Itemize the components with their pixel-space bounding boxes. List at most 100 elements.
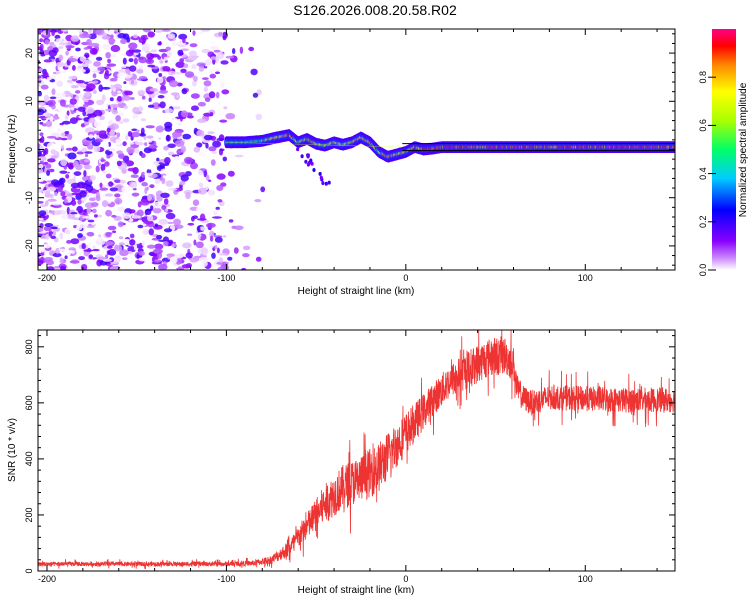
noise-blob: [83, 170, 87, 177]
noise-blob: [110, 123, 119, 130]
noise-blob: [209, 230, 215, 238]
noise-blob: [128, 42, 138, 50]
streak-blob: [321, 181, 325, 186]
noise-blob: [45, 163, 52, 169]
noise-blob: [208, 91, 216, 99]
noise-blob: [163, 228, 173, 233]
noise-blob: [112, 230, 117, 234]
noise-blob: [58, 46, 64, 49]
noise-blob: [162, 240, 169, 247]
noise-blob: [47, 186, 57, 192]
noise-blob: [171, 117, 177, 121]
noise-blob: [66, 79, 73, 84]
noise-blob: [69, 260, 80, 264]
noise-blob: [169, 80, 179, 88]
noise-blob: [85, 69, 89, 74]
noise-blob: [116, 145, 124, 150]
noise-blob: [66, 110, 70, 116]
noise-blob: [83, 164, 92, 170]
noise-blob: [129, 209, 136, 214]
noise-blob: [163, 56, 168, 61]
colorbar-tick-label: 0.4: [698, 167, 708, 180]
noise-blob: [131, 192, 140, 197]
noise-blob: [179, 58, 185, 63]
noise-blob: [120, 38, 127, 45]
noise-blob: [88, 29, 92, 35]
noise-blob: [174, 254, 184, 259]
noise-blob: [57, 185, 63, 192]
noise-blob: [93, 183, 101, 191]
noise-blob: [210, 159, 216, 166]
noise-blob: [109, 187, 119, 192]
noise-blob: [105, 232, 112, 238]
noise-blob: [60, 137, 68, 141]
noise-blob: [38, 231, 47, 234]
noise-blob: [131, 49, 142, 53]
noise-blob: [130, 181, 138, 189]
noise-blob: [125, 134, 129, 141]
noise-blob: [43, 226, 52, 232]
noise-blob: [92, 245, 96, 249]
noise-blob: [105, 209, 112, 217]
noise-blob: [198, 226, 209, 231]
noise-blob: [52, 203, 60, 206]
noise-blob: [163, 145, 169, 151]
noise-blob: [100, 163, 106, 172]
noise-blob: [211, 209, 221, 212]
noise-blob: [50, 235, 57, 239]
noise-blob: [201, 77, 209, 80]
noise-blob: [187, 151, 193, 157]
noise-blob: [38, 201, 44, 204]
noise-blob: [192, 215, 198, 219]
noise-blob: [106, 127, 111, 133]
noise-blob: [130, 135, 134, 141]
noise-blob: [101, 35, 111, 40]
noise-blob: [60, 159, 68, 166]
noise-blob: [76, 225, 83, 231]
noise-blob: [131, 128, 138, 132]
noise-blob: [140, 118, 147, 122]
noise-blob: [216, 173, 226, 180]
noise-blob: [119, 180, 126, 184]
noise-blob: [74, 219, 83, 226]
snr-xtick-label: 100: [578, 574, 593, 584]
noise-blob: [148, 144, 158, 149]
noise-blob: [38, 252, 41, 258]
noise-blob: [148, 97, 152, 102]
noise-blob: [124, 90, 133, 96]
noise-blob: [150, 205, 154, 211]
noise-blob: [134, 147, 140, 154]
noise-blob: [38, 102, 46, 106]
noise-blob: [59, 232, 64, 240]
noise-blob: [255, 256, 262, 262]
noise-blob: [106, 63, 117, 67]
noise-blob: [189, 247, 194, 252]
noise-blob: [214, 245, 218, 250]
noise-blob: [130, 97, 135, 100]
noise-blob: [163, 236, 169, 243]
noise-blob: [106, 154, 111, 159]
colorbar-tick-label: 0.2: [698, 216, 708, 229]
noise-blob: [75, 80, 85, 84]
noise-blob: [68, 58, 78, 62]
noise-blob: [142, 29, 152, 33]
noise-blob: [242, 245, 251, 251]
noise-blob: [131, 131, 141, 138]
noise-blob: [118, 152, 125, 159]
noise-blob: [248, 46, 255, 52]
noise-blob: [190, 162, 198, 170]
noise-blob: [205, 142, 209, 149]
noise-blob: [160, 192, 170, 198]
noise-blob: [136, 209, 144, 217]
noise-blob: [121, 212, 132, 219]
noise-blob: [108, 38, 116, 43]
noise-blob: [43, 133, 49, 138]
noise-blob: [83, 249, 93, 252]
noise-blob: [147, 164, 151, 170]
noise-blob: [64, 228, 72, 236]
noise-blob: [88, 117, 96, 124]
noise-blob: [181, 88, 188, 95]
noise-blob: [200, 247, 208, 254]
noise-blob: [109, 97, 114, 102]
noise-blob: [165, 180, 174, 187]
